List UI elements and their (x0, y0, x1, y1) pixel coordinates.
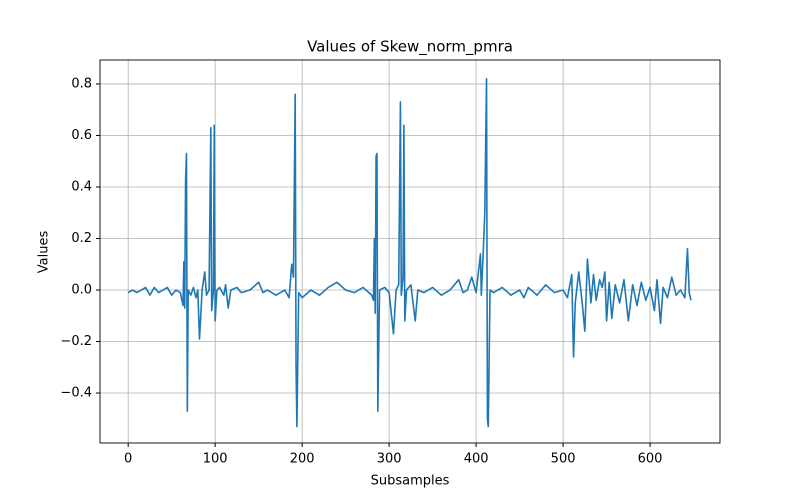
x-tick-label: 200 (290, 452, 315, 467)
y-tick-label: 0.2 (71, 231, 92, 246)
chart-title: Values of Skew_norm_pmra (307, 38, 513, 57)
x-tick-label: 500 (551, 452, 576, 467)
y-tick-label: 0.4 (71, 179, 92, 194)
x-tick-label: 400 (464, 452, 489, 467)
x-tick-label: 0 (124, 452, 132, 467)
axes-frame (99, 59, 721, 444)
y-tick-label: 0.0 (71, 283, 92, 298)
y-tick-label: −0.4 (60, 386, 92, 401)
y-axis-label: Values (37, 231, 52, 274)
x-axis-label: Subsamples (371, 474, 450, 489)
y-tick-label: −0.2 (60, 334, 92, 349)
line-series (127, 78, 692, 428)
x-tick-label: 300 (377, 452, 402, 467)
x-tick-label: 100 (203, 452, 228, 467)
y-tick-label: 0.6 (71, 128, 92, 143)
y-tick-label: 0.8 (71, 76, 92, 91)
x-tick-label: 600 (638, 452, 663, 467)
